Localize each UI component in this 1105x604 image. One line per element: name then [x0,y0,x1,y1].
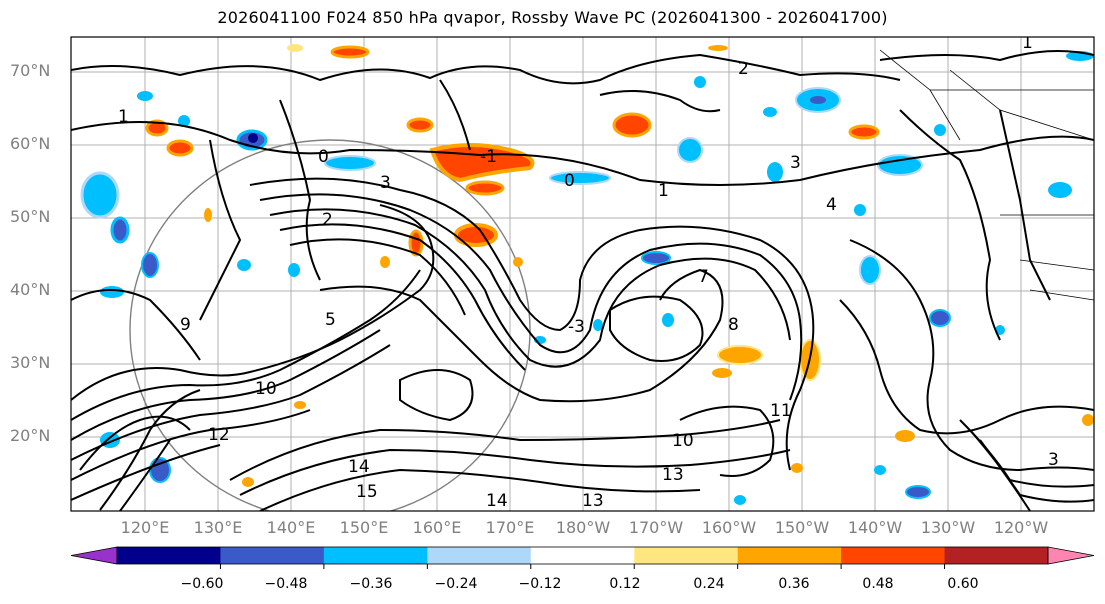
lat-label: 30°N [10,353,51,372]
colorbar [70,546,1095,569]
contour-label: 1 [118,107,129,127]
lat-label: 40°N [10,280,51,299]
contour-label: 14 [348,457,370,477]
map-title: 2026041100 F024 850 hPa qvapor, Rossby W… [217,8,888,27]
colorbar-segment [427,547,532,564]
lon-label: 130°W [920,518,976,537]
colorbar-segment [530,547,635,564]
colorbar-tick-label: 0.48 [862,576,894,592]
contour-label: 12 [208,425,230,445]
colorbar-tick-label: −0.48 [264,576,308,592]
contour-label: 11 [770,401,792,421]
colorbar-tick-label: 0.24 [693,576,725,592]
lon-label: 150°W [774,518,830,537]
colorbar-tick-label: −0.24 [434,576,478,592]
contour-label: -1 [480,147,497,167]
lon-label: 170°W [628,518,684,537]
colorbar-tick-label: −0.60 [180,576,224,592]
lon-label: 160°W [701,518,757,537]
contour-label: 3 [790,153,801,173]
contour-labels: 1 0 1 -1 0 1 2 3 3 4 5 7 8 9 10 10 11 12… [118,33,1059,511]
contour-label: 10 [672,431,694,451]
colorbar-tick-label: 0.60 [947,576,979,592]
lon-label: 180°W [555,518,611,537]
contour-label: 10 [255,379,277,399]
colorbar-tick-label: −0.36 [349,576,393,592]
colorbar-segment [117,547,221,564]
coastlines [71,53,1051,341]
contour-label: 2 [322,210,333,230]
contour-label: 8 [728,315,739,335]
lat-label: 70°N [10,61,51,80]
contour-label: 7 [698,267,709,287]
colorbar-segment [323,547,428,564]
contour-label: 1 [1022,33,1033,53]
plot-frame [70,36,1095,512]
lon-label: 150°E [339,518,389,537]
colorbar-segment [944,547,1049,564]
colorbar-segment [220,547,325,564]
lat-label: 60°N [10,134,51,153]
colorbar-tick-label: −0.12 [518,576,562,592]
lat-label: 50°N [10,207,51,226]
colorbar-tick-label: 0.12 [609,576,641,592]
contour-label: 1 [658,181,669,201]
colorbar-segment [634,547,739,564]
anomaly-patches [80,44,1094,505]
colorbar-tick-label: 0.36 [778,576,810,592]
lon-label: 120°W [993,518,1049,537]
colorbar-extend-low [70,546,118,565]
lon-label: 120°E [120,518,170,537]
contour-label: 3 [380,173,391,193]
contour-label: 13 [582,491,604,511]
colorbar-border [116,546,1049,565]
lon-label: 160°E [412,518,462,537]
contour-label: -3 [568,317,585,337]
contour-label: 0 [564,171,575,191]
lon-label: 130°E [193,518,243,537]
region-outline [129,139,531,511]
lon-label: 140°E [266,518,316,537]
contour-label: 5 [325,310,336,330]
contours [71,50,1094,511]
contour-label: 14 [486,491,508,511]
contour-label: 4 [826,195,837,215]
contour-label: 13 [662,465,684,485]
colorbar-extend-high [1047,546,1095,565]
lon-label: 170°E [485,518,535,537]
lat-label: 20°N [10,426,51,445]
colorbar-segment [841,547,946,564]
colorbar-segment [737,547,842,564]
contour-label: 3 [1048,450,1059,470]
contour-label: 0 [318,147,329,167]
borders [879,49,1094,301]
contour-label: 2 [738,59,749,79]
contour-label: 15 [356,482,378,502]
contour-label: 9 [180,315,191,335]
lon-label: 140°W [847,518,903,537]
